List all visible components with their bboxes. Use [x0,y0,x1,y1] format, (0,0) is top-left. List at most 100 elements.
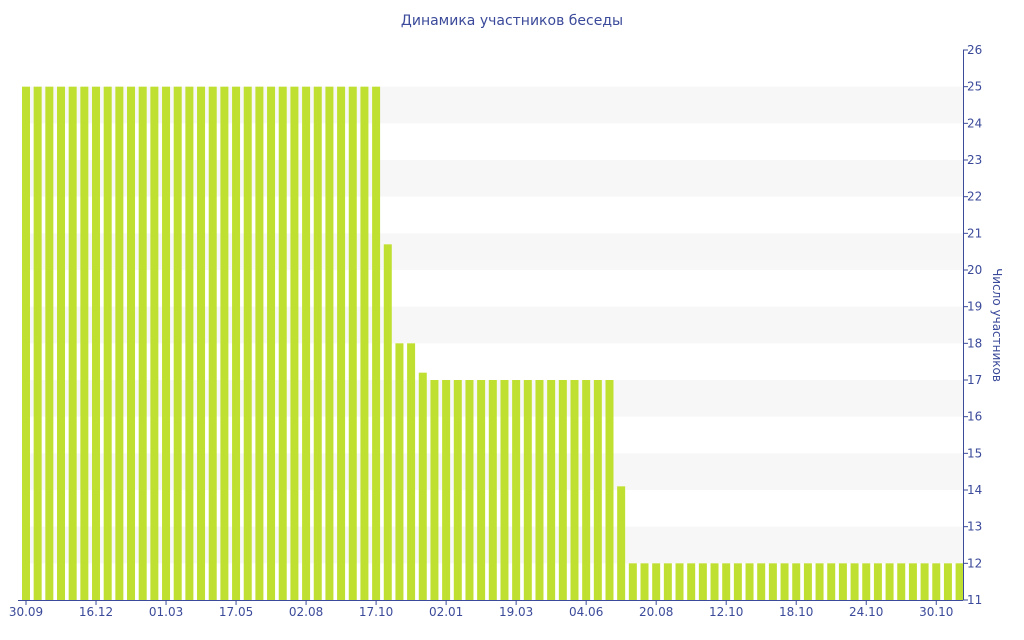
bar [687,563,696,600]
y-tick-label: 11 [967,593,982,607]
bar [873,563,882,600]
y-tick-label: 16 [967,410,982,424]
bar [757,563,766,600]
bar [372,86,381,600]
bar [407,343,416,600]
bar [932,563,941,600]
bar [197,86,206,600]
bar [908,563,917,600]
bar [220,86,229,600]
y-tick-label: 23 [967,153,982,167]
x-tick-label: 04.06 [569,605,603,619]
x-tick-label: 30.09 [9,605,43,619]
x-tick-label: 24.10 [849,605,883,619]
bar [442,380,451,600]
bar [652,563,661,600]
bar [208,86,217,600]
bar [943,563,952,600]
x-tick-label: 30.10 [919,605,953,619]
bar [313,86,322,600]
bar [768,563,777,600]
bar [80,86,89,600]
x-tick-label: 02.08 [289,605,323,619]
bar [792,563,801,600]
bar [477,380,486,600]
y-tick-label: 17 [967,373,982,387]
x-tick-label: 18.10 [779,605,813,619]
bar [663,563,672,600]
x-tick-label: 02.01 [429,605,463,619]
bar [337,86,346,600]
bar [722,563,731,600]
bar [955,563,964,600]
bar [45,86,54,600]
x-tick-label: 12.10 [709,605,743,619]
y-tick-label: 21 [967,226,982,240]
bar [780,563,789,600]
x-tick-label: 17.10 [359,605,393,619]
bar [617,486,626,600]
bar [698,563,707,600]
bar [582,380,591,600]
bar [103,86,112,600]
x-tick-label: 19.03 [499,605,533,619]
bar [745,563,754,600]
y-tick-label: 26 [967,43,982,57]
bar [383,244,392,601]
bar [33,86,42,600]
bar [290,86,299,600]
bar [850,563,859,600]
y-tick-label: 12 [967,556,982,570]
bar [512,380,521,600]
y-tick-label: 13 [967,520,982,534]
y-tick-label: 18 [967,336,982,350]
bar [593,380,602,600]
bar [348,86,357,600]
bar [115,86,124,600]
bar [360,86,369,600]
chart-title: Динамика участников беседы [400,13,624,29]
bar [465,380,474,600]
bar [150,86,159,600]
y-axis-label: Число участников [990,268,1004,382]
bar [302,86,311,600]
bar [22,86,30,600]
bar [267,86,276,600]
y-tick-label: 14 [967,483,982,497]
bar [862,563,871,600]
bar [827,563,836,600]
bar [127,86,136,600]
bar [68,86,77,600]
bar [488,380,497,600]
y-tick-label: 20 [967,263,982,277]
bar [138,86,147,600]
bar [558,380,567,600]
bar [535,380,544,600]
bar [500,380,509,600]
bar [395,343,404,600]
bar [523,380,532,600]
y-tick-label: 15 [967,446,982,460]
x-tick-label: 20.08 [639,605,673,619]
bar [453,380,462,600]
bar [173,86,182,600]
bar [803,563,812,600]
y-tick-label: 25 [967,80,982,94]
x-tick-label: 17.05 [219,605,253,619]
y-tick-label: 22 [967,190,982,204]
y-tick-label: 19 [967,300,982,314]
bar [162,86,171,600]
bar [920,563,929,600]
bar [815,563,824,600]
bar [570,380,579,600]
bar [897,563,906,600]
bar [278,86,287,600]
bar [675,563,684,600]
bar [640,563,649,600]
bar [628,563,637,600]
bar [255,86,264,600]
bar [325,86,334,600]
bar [710,563,719,600]
bar [243,86,252,600]
